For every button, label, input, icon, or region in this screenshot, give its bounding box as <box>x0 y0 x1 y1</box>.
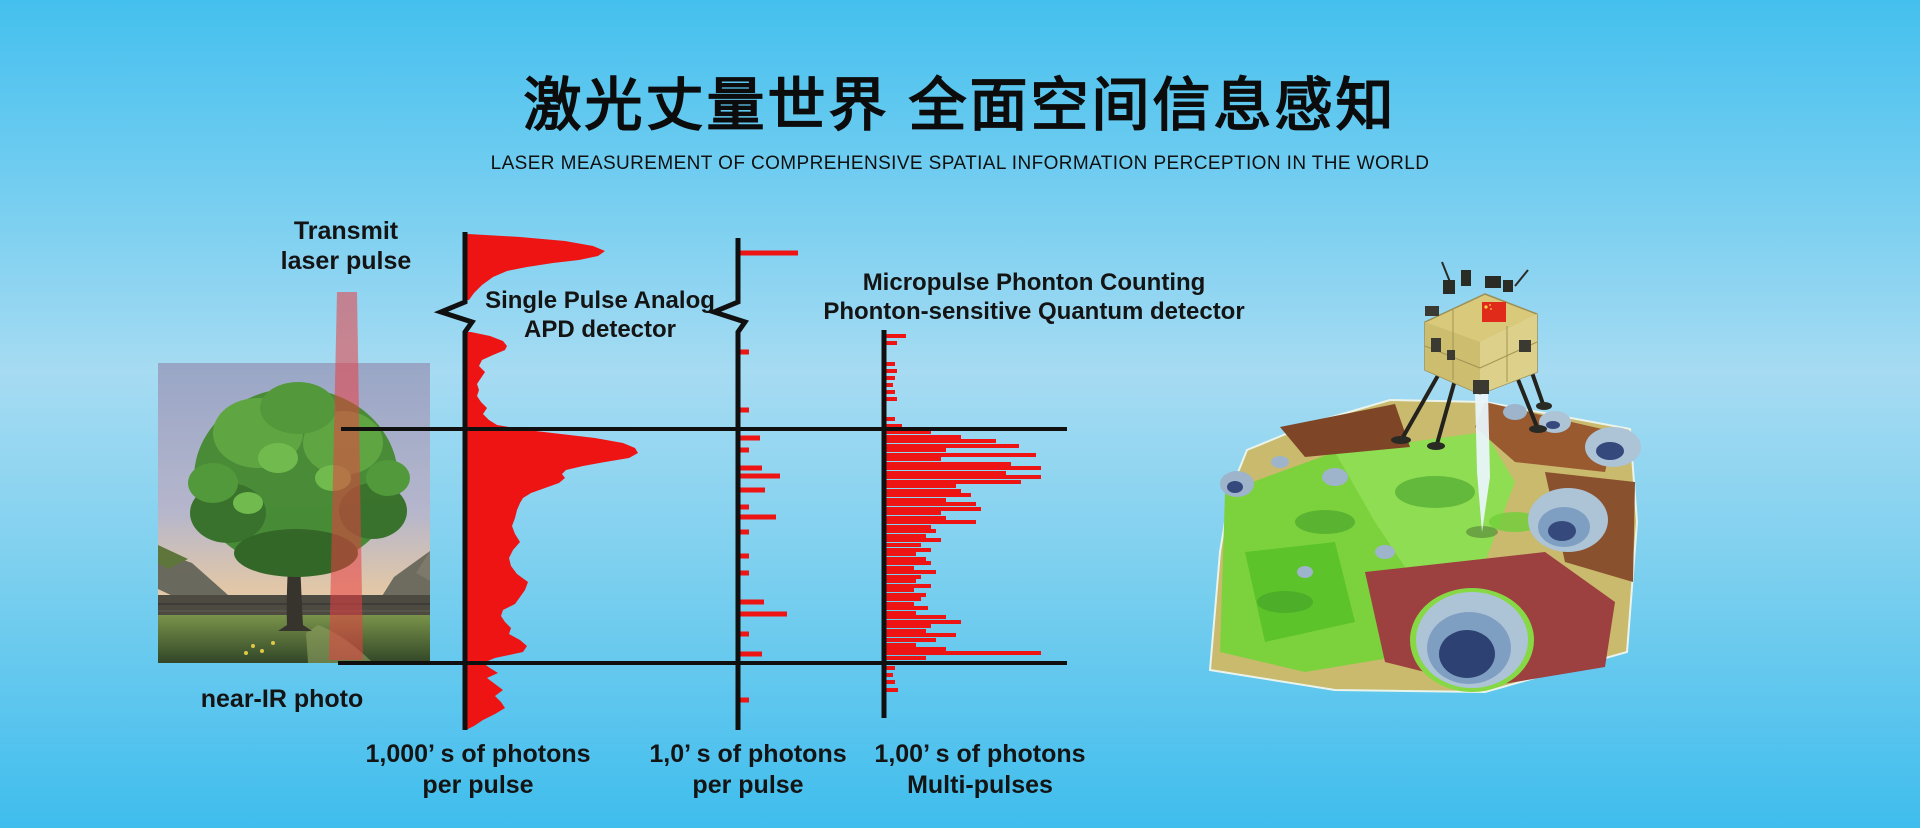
terrain-base <box>1208 398 1639 694</box>
beam-ground-spot <box>1466 526 1498 538</box>
transmit-laser-pulse-label: Transmit laser pulse <box>226 216 466 276</box>
tree-trunk <box>278 529 312 631</box>
crater-left <box>1220 456 1395 578</box>
low-rate-caption: 1,0’ s of photons per pulse <box>649 740 847 799</box>
apd-detector-label-line2: APD detector <box>523 316 677 343</box>
page-title: 激光丈量世界 全面空间信息感知 <box>523 73 1397 138</box>
page-subtitle: LASER MEASUREMENT OF COMPREHENSIVE SPATI… <box>490 153 1430 174</box>
photo-hills <box>158 545 430 615</box>
quantum-detector-label: Micropulse Phonton Counting Phonton-sens… <box>794 268 1274 326</box>
apd-detector-label: Single Pulse Analog APD detector <box>440 286 760 344</box>
photo-ground <box>158 615 430 663</box>
flowers <box>244 641 275 655</box>
multi-pulse-caption: 1,00’ s of photons Multi-pulses <box>874 740 1086 799</box>
lander-equipment <box>1425 306 1531 394</box>
apd-caption: 1,000’ s of photons per pulse <box>365 740 591 799</box>
lander-body <box>1424 293 1538 395</box>
dem-terrain <box>1208 398 1641 694</box>
near-ir-photo-label: near-IR photo <box>200 685 364 713</box>
lander-legs <box>1401 346 1545 445</box>
quantum-detector-label-line2: Phonton-sensitive Quantum detector <box>823 298 1245 325</box>
lander-top-instruments <box>1441 261 1529 294</box>
china-flag <box>1482 302 1506 322</box>
transmit-label-line2: laser pulse <box>280 247 412 275</box>
crater-large <box>1410 588 1534 692</box>
lander-laser-beam <box>1475 392 1490 532</box>
lander-footpad <box>1391 436 1411 444</box>
stone-wall <box>158 595 430 617</box>
lunar-lander <box>1391 261 1552 450</box>
lander-footpad <box>1427 442 1445 450</box>
lander-footpad <box>1529 425 1547 433</box>
apd-detector-label-line1: Single Pulse Analog <box>485 287 715 314</box>
lander-footpad <box>1536 402 1552 410</box>
panel-lines <box>1424 310 1538 382</box>
crater-mid-right <box>1528 488 1608 552</box>
photon-counting-histogram <box>886 334 1041 692</box>
crater-top-right <box>1503 404 1641 467</box>
tree-crown <box>188 382 410 577</box>
tree <box>188 382 410 631</box>
tree-photo <box>158 363 430 663</box>
photo-sky <box>158 363 430 663</box>
quantum-detector-label-line1: Micropulse Phonton Counting <box>862 269 1206 296</box>
laser-beam <box>329 292 363 660</box>
dirt-path <box>306 625 373 663</box>
transmit-label-line1: Transmit <box>293 217 399 245</box>
